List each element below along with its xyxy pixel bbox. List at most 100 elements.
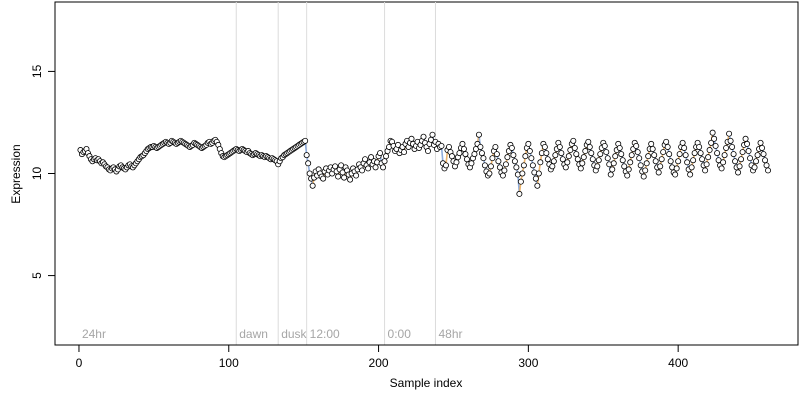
data-point — [365, 165, 372, 172]
data-point — [684, 159, 691, 166]
data-point — [618, 151, 625, 158]
data-point — [616, 144, 623, 151]
data-point — [729, 143, 736, 150]
data-point — [442, 162, 449, 169]
data-point — [320, 175, 327, 182]
data-point — [480, 155, 487, 162]
data-point — [359, 167, 366, 174]
segment-label: dawn — [239, 327, 268, 341]
data-point — [511, 158, 518, 165]
data-point — [738, 156, 745, 163]
data-point — [601, 142, 608, 149]
x-tick-label: 300 — [518, 356, 538, 370]
x-axis: 0 100 200 300 400 — [76, 344, 688, 370]
data-point — [517, 178, 524, 185]
segment-labels: 24hr dawn dusk 12:00 0:00 48hr — [82, 327, 463, 341]
data-point — [658, 156, 665, 163]
data-point — [580, 154, 587, 161]
data-point — [655, 169, 662, 176]
data-point — [699, 156, 706, 163]
data-point — [675, 158, 682, 165]
data-point — [305, 160, 312, 167]
data-point — [471, 151, 478, 158]
data-point — [666, 151, 673, 158]
data-point — [687, 171, 694, 178]
data-point — [459, 140, 466, 147]
data-point — [463, 156, 470, 163]
data-point — [562, 164, 569, 171]
data-point — [499, 172, 506, 179]
data-point — [762, 157, 769, 164]
data-point — [550, 158, 557, 165]
data-point — [645, 153, 652, 160]
data-point — [643, 160, 650, 167]
data-point — [697, 150, 704, 157]
x-tick-label: 0 — [76, 356, 83, 370]
data-point — [534, 182, 541, 189]
data-point — [475, 131, 482, 138]
data-point — [487, 163, 494, 170]
data-point — [636, 155, 643, 162]
data-point — [757, 139, 764, 146]
data-point — [420, 133, 427, 140]
data-point — [552, 152, 559, 159]
data-point — [595, 157, 602, 164]
data-point — [549, 163, 556, 170]
data-point — [744, 140, 751, 147]
data-point — [760, 151, 767, 158]
data-point — [624, 172, 631, 179]
data-point — [709, 129, 716, 136]
data-point — [516, 190, 523, 197]
data-point — [362, 156, 369, 163]
data-point — [577, 165, 584, 172]
data-point — [739, 149, 746, 156]
data-point — [747, 155, 754, 162]
data-point — [504, 154, 511, 161]
data-point — [648, 140, 655, 147]
data-point — [625, 166, 632, 173]
data-point — [727, 137, 734, 144]
y-tick-label: 5 — [30, 272, 44, 279]
data-point — [751, 164, 758, 171]
data-point — [637, 162, 644, 169]
data-point — [368, 154, 375, 161]
data-point — [640, 173, 647, 180]
data-point — [448, 153, 455, 160]
data-point — [408, 135, 415, 142]
data-points — [77, 129, 772, 197]
data-point — [519, 170, 526, 177]
data-point — [688, 164, 695, 171]
data-point — [703, 161, 710, 168]
data-point — [543, 150, 550, 157]
data-point — [673, 165, 680, 172]
data-point — [660, 149, 667, 156]
segment-label: 24hr — [82, 327, 106, 341]
data-point — [603, 149, 610, 156]
data-point — [429, 131, 436, 138]
segment-label: 0:00 — [388, 327, 412, 341]
data-point — [726, 130, 733, 137]
plot-frame — [54, 1, 799, 346]
data-point — [763, 162, 770, 169]
data-point — [508, 144, 515, 151]
data-point — [607, 171, 614, 178]
data-point — [528, 155, 535, 162]
data-point — [445, 143, 452, 150]
data-point — [526, 148, 533, 155]
data-point — [664, 143, 671, 150]
data-point — [753, 158, 760, 165]
data-point — [541, 143, 548, 150]
data-point — [372, 164, 379, 171]
data-point — [714, 150, 721, 157]
data-point — [735, 169, 742, 176]
data-point — [347, 176, 354, 183]
data-point — [556, 143, 563, 150]
data-point — [306, 170, 313, 177]
data-point — [570, 137, 577, 144]
y-axis-label: Expression — [9, 144, 23, 203]
data-point — [492, 143, 499, 150]
data-point — [486, 170, 493, 177]
data-point — [582, 148, 589, 155]
data-point — [513, 164, 520, 171]
data-point — [453, 159, 460, 166]
